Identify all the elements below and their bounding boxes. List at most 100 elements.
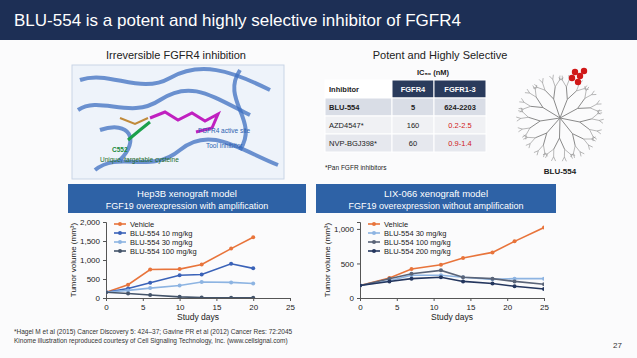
kinome-branch <box>549 76 552 79</box>
tick-mark <box>290 298 291 301</box>
kinome-branch <box>548 149 554 154</box>
data-point <box>251 296 255 298</box>
data-point <box>148 268 152 272</box>
data-point <box>106 290 108 294</box>
data-point <box>251 282 255 286</box>
ribbon <box>234 70 246 150</box>
kinome-branch <box>530 138 535 144</box>
series-line <box>106 264 253 293</box>
background <box>0 0 637 358</box>
kinome-branch <box>597 111 600 115</box>
kinome-branch <box>543 83 545 90</box>
kinome-branch <box>588 145 589 150</box>
data-point <box>178 273 182 277</box>
kinome-branch <box>566 87 568 99</box>
tick-mark <box>507 298 508 301</box>
data-point <box>513 279 517 283</box>
kinome-branch <box>580 122 590 130</box>
data-point <box>542 226 544 230</box>
table-cell <box>325 98 392 116</box>
structure-label: Tool inhibitor <box>206 142 243 149</box>
table-cell <box>392 98 434 116</box>
tick-mark <box>357 229 360 230</box>
tick-label: 0 <box>96 294 101 303</box>
legend-label: BLU-554 200 mg/kg <box>384 247 451 256</box>
data-point <box>360 284 362 288</box>
tick-label: 1,500 <box>80 237 101 246</box>
kinome-branch <box>533 87 538 88</box>
kinome-branch <box>597 100 600 104</box>
data-point <box>490 250 494 254</box>
tick: 15 <box>466 298 475 312</box>
data-point <box>106 290 108 294</box>
table-cell-text: AZD4547* <box>329 121 364 130</box>
tick-label: 0 <box>350 294 355 303</box>
tick-label: 25 <box>286 303 295 312</box>
tick-label: 20 <box>503 303 512 312</box>
kinome-branch <box>563 80 567 87</box>
slide: BLU-554 is a potent and highly selective… <box>0 0 637 358</box>
data-point <box>200 272 204 276</box>
kinome-hit <box>572 69 578 75</box>
table-cell-text: 60 <box>409 139 417 148</box>
kinome-branch <box>591 139 595 141</box>
kinome-branch <box>523 112 529 117</box>
legend-marker <box>118 249 122 253</box>
kinome-branch <box>564 157 566 161</box>
table-header: FGFR4 <box>401 85 426 94</box>
data-point <box>148 286 152 290</box>
table-cell-text: 5 <box>411 103 415 112</box>
tick-mark <box>470 298 471 301</box>
kinome-branch <box>573 146 575 153</box>
kinome-branch <box>535 133 546 138</box>
tick: 500 <box>341 260 360 269</box>
y-axis-title: Tumor volume (mm³) <box>323 222 332 297</box>
table-cell <box>325 116 392 134</box>
data-point <box>461 275 465 279</box>
data-point <box>229 262 233 266</box>
data-point <box>200 263 204 267</box>
chart: LIX-066 xenograft modelFGF19 overexpress… <box>316 184 556 322</box>
chart-subtitle: FGF19 overexpression with amplification <box>106 201 269 211</box>
kinome-branch <box>516 117 521 118</box>
structure-label: C552 <box>112 146 128 153</box>
tick-label: 10 <box>176 303 185 312</box>
kinome-branch <box>597 110 599 114</box>
data-point <box>148 293 152 297</box>
kinome-branch <box>559 78 563 80</box>
chart-subtitle: FGF19 overexpression without amplificati… <box>348 201 523 211</box>
footnote: *Hagel M et al (2015) Cancer Discovery 5… <box>14 328 293 336</box>
kinome-branch <box>551 157 553 161</box>
table-note: *Pan FGFR inhibitors <box>325 164 387 171</box>
kinome-branch <box>518 128 523 129</box>
table-header-cell <box>434 80 486 98</box>
panel-header <box>68 184 306 213</box>
data-point <box>360 284 362 288</box>
data-point <box>439 275 443 279</box>
data-point <box>200 296 204 298</box>
kinome-branch <box>576 89 583 91</box>
kinome-branch <box>566 80 569 87</box>
kinome-branch <box>597 110 602 111</box>
kinome-branch <box>554 138 560 149</box>
table-cell-text: NVP-BGJ398* <box>329 139 377 148</box>
kinome-branch <box>542 78 544 83</box>
series-line <box>360 277 544 289</box>
tick: 0 <box>358 298 363 312</box>
table-cell-text: 624-2203 <box>444 103 476 112</box>
x-axis: 0510152025 <box>104 298 295 312</box>
kinome-branch <box>592 136 593 141</box>
kinome-branch <box>592 114 598 119</box>
table-cell-text: BLU-554 <box>329 103 360 112</box>
table-cell-text: 160 <box>407 121 420 130</box>
axis-line <box>357 223 361 299</box>
table-cell-text: 0.2-2.5 <box>448 121 471 130</box>
data-point <box>178 295 182 298</box>
tick-label: 0 <box>358 303 363 312</box>
kinome-branch <box>590 104 597 108</box>
page-number: 27 <box>613 341 622 350</box>
kinome-branch <box>599 120 603 123</box>
kinome-branch <box>527 89 530 93</box>
series-line <box>106 237 253 292</box>
residue-stick <box>120 118 148 124</box>
